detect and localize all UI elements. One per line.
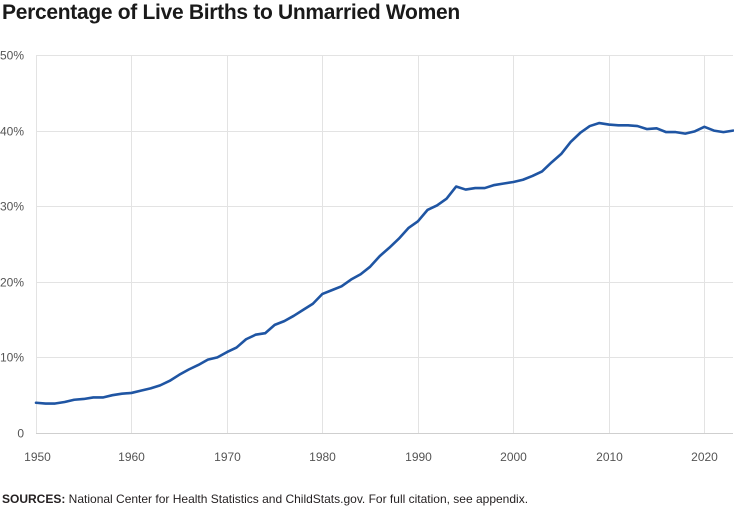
y-tick-label-40: 40%: [0, 125, 24, 139]
x-tick-label-1980: 1980: [309, 450, 336, 464]
x-tick-label-1950: 1950: [24, 450, 51, 464]
line-chart: 0 10% 20% 30% 40% 50% 1950 1960 1970 1980 1990 200…: [0, 49, 734, 464]
x-tick-label-2000: 2000: [500, 450, 527, 464]
x-tick-label-1970: 1970: [214, 450, 241, 464]
source-text: National Center for Health Statistics an…: [65, 492, 529, 506]
source-label: SOURCES:: [2, 492, 66, 506]
y-axis: 0 10% 20% 30% 40% 50%: [0, 49, 24, 441]
series: [34, 121, 734, 405]
x-tick-label-2010: 2010: [596, 450, 623, 464]
gridlines: [36, 55, 733, 434]
x-tick-label-1990: 1990: [405, 450, 432, 464]
y-tick-label-20: 20%: [0, 276, 24, 290]
x-axis: 1950 1960 1970 1980 1990 2000 2010 2020: [24, 450, 718, 464]
y-tick-label-0: 0: [17, 427, 24, 441]
x-tick-label-2020: 2020: [691, 450, 718, 464]
chart-title: Percentage of Live Births to Unmarried W…: [2, 1, 460, 24]
series-line-0: [34, 121, 734, 405]
source-note: SOURCES: National Center for Health Stat…: [2, 492, 528, 506]
y-tick-label-50: 50%: [0, 49, 24, 63]
y-tick-label-30: 30%: [0, 200, 24, 214]
y-tick-label-10: 10%: [0, 351, 24, 365]
x-tick-label-1960: 1960: [118, 450, 145, 464]
